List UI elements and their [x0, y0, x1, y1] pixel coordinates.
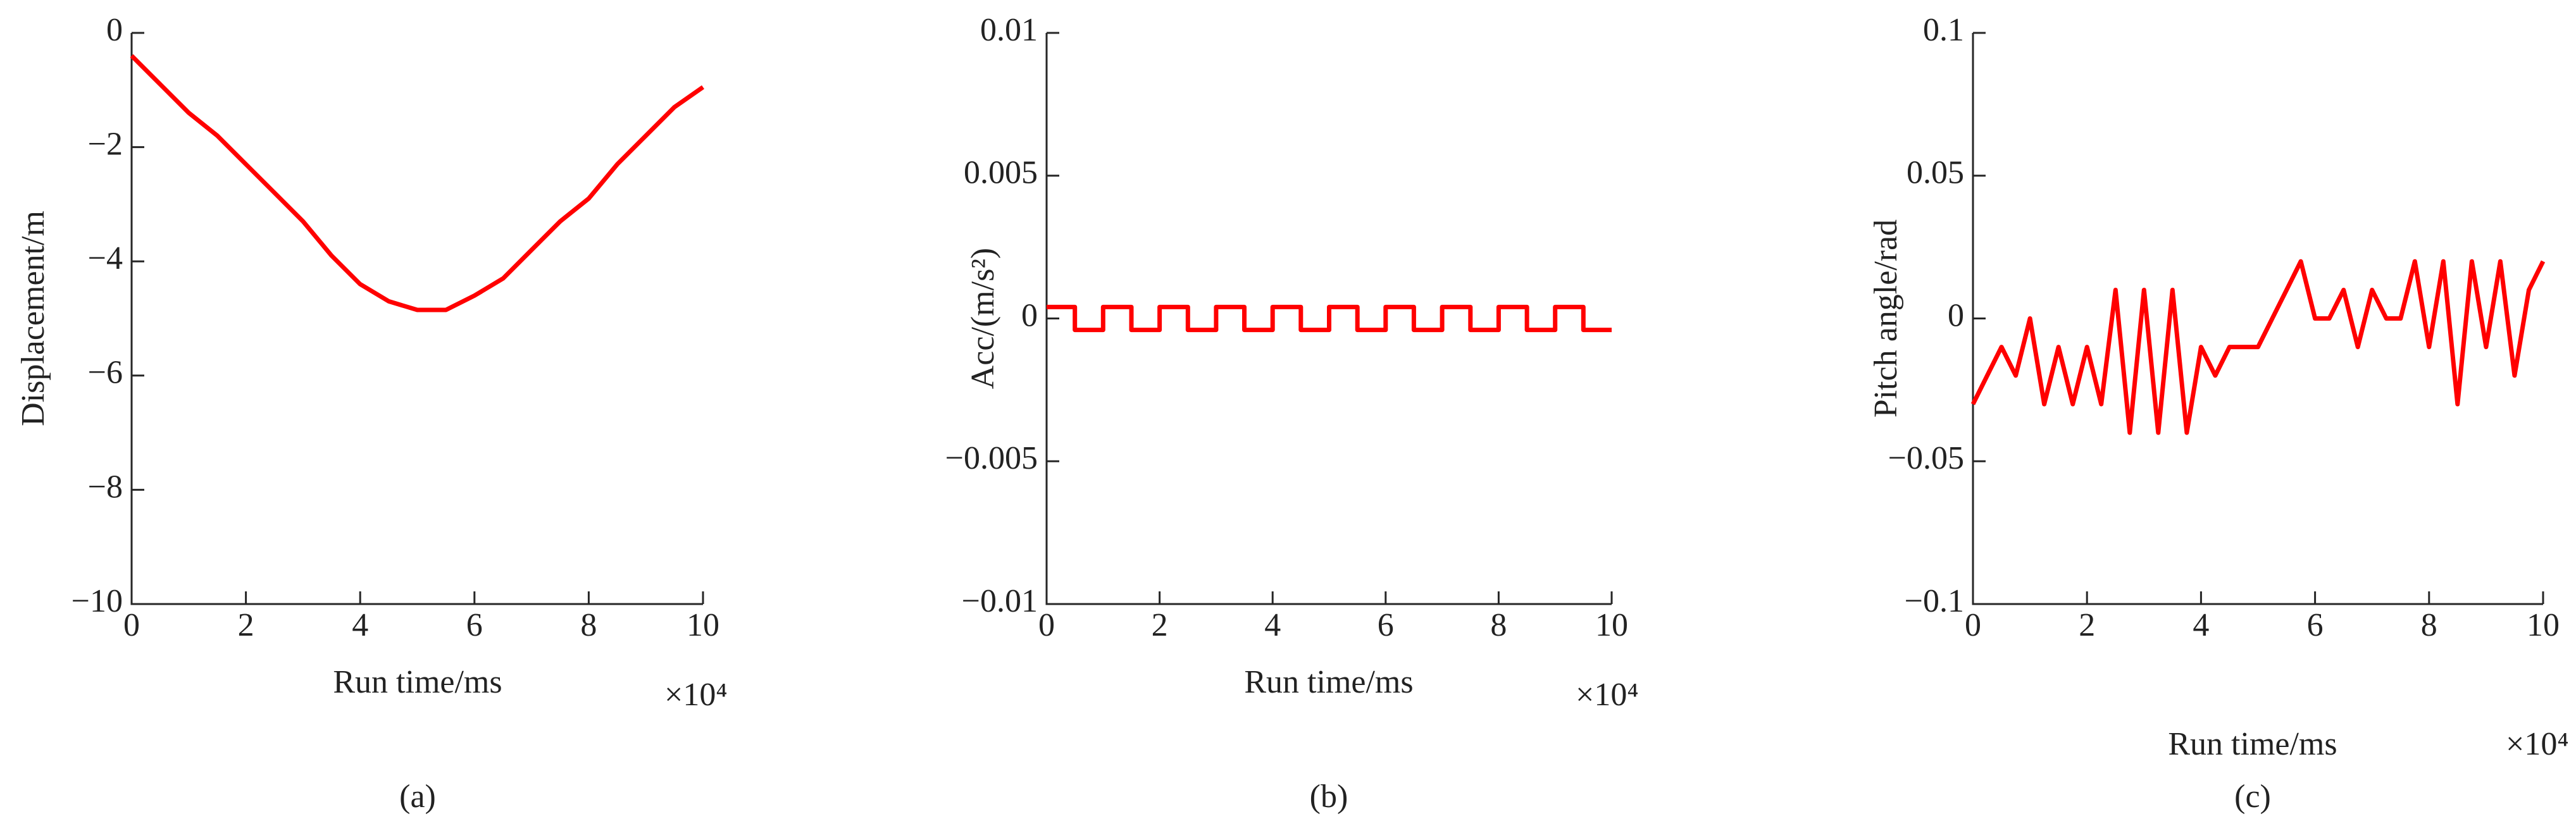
panel-label: (a): [399, 779, 436, 815]
y-tick-label: 0: [1948, 297, 1964, 333]
y-tick-label: 0: [106, 12, 123, 48]
y-axis-label: Displacement/m: [15, 211, 51, 426]
y-tick-label: −4: [88, 240, 123, 276]
y-tick-label: −6: [88, 355, 123, 391]
x-tick-label: 8: [1490, 607, 1507, 643]
x-tick-label: 8: [580, 607, 597, 643]
y-tick-label: 0.01: [980, 12, 1038, 48]
y-tick-label: −0.005: [945, 440, 1038, 476]
x-tick-label: 10: [687, 607, 719, 643]
y-axis-label: Pitch angle/rad: [1868, 219, 1904, 417]
x-tick-label: 0: [1038, 607, 1055, 643]
y-tick-label: −2: [88, 126, 123, 163]
data-line: [130, 54, 705, 312]
x-tick-label: 2: [2079, 607, 2095, 643]
y-tick-label: −10: [72, 583, 123, 619]
y-tick-label: −0.01: [962, 583, 1038, 619]
y-tick-label: 0: [1021, 297, 1038, 333]
y-tick-label: 0.005: [964, 155, 1038, 191]
x-axis-label: Run time/ms: [1244, 664, 1413, 700]
x-multiplier: ×10⁴: [664, 677, 727, 713]
x-tick-label: 4: [352, 607, 368, 643]
x-tick-label: 6: [466, 607, 483, 643]
x-tick-label: 8: [2421, 607, 2437, 643]
y-tick-label: 0.05: [1907, 155, 1964, 191]
x-axis-label: Run time/ms: [2168, 726, 2337, 762]
panel-label: (c): [2234, 779, 2271, 815]
x-tick-label: 0: [123, 607, 140, 643]
x-tick-label: 4: [1264, 607, 1281, 643]
y-tick-label: 0.1: [1923, 12, 1964, 48]
x-tick-label: 4: [2193, 607, 2209, 643]
x-multiplier: ×10⁴: [1576, 677, 1638, 713]
data-line: [1970, 259, 2546, 435]
x-multiplier: ×10⁴: [2506, 726, 2568, 762]
x-tick-label: 0: [1965, 607, 1981, 643]
panel-label: (b): [1310, 779, 1348, 815]
x-tick-label: 6: [1378, 607, 1394, 643]
y-tick-label: −0.1: [1905, 583, 1964, 619]
x-tick-label: 10: [1595, 607, 1628, 643]
y-tick-label: −8: [88, 469, 123, 505]
y-axis-label: Acc/(m/s²): [965, 248, 1001, 390]
axis-line: [1972, 33, 2543, 605]
x-tick-label: 2: [238, 607, 254, 643]
y-tick-label: −0.05: [1888, 440, 1964, 476]
axis-line: [130, 33, 703, 605]
x-tick-label: 6: [2307, 607, 2324, 643]
data-line: [1047, 304, 1612, 333]
x-axis-label: Run time/ms: [333, 664, 502, 700]
x-tick-label: 10: [2527, 607, 2560, 643]
x-tick-label: 2: [1152, 607, 1168, 643]
